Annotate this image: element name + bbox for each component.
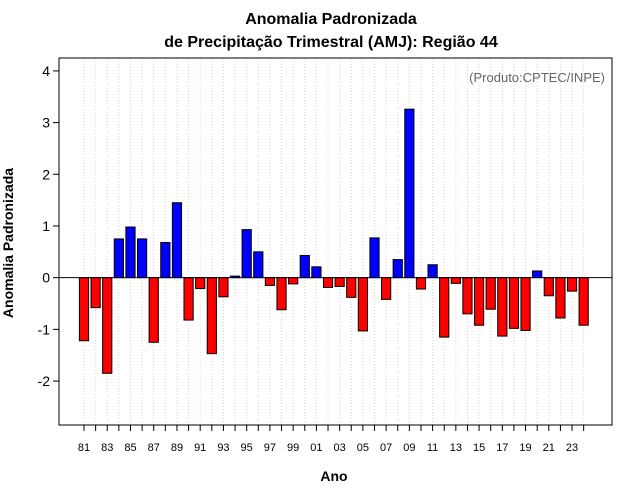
x-tick-label: 89 (171, 442, 183, 454)
x-tick-label: 17 (496, 442, 508, 454)
x-tick-label: 15 (473, 442, 485, 454)
bar-1988 (160, 242, 171, 279)
bar-1984 (113, 238, 124, 279)
bar-1996 (253, 251, 264, 279)
bar-2002 (322, 277, 334, 288)
bar-2021 (543, 277, 554, 297)
x-axis: 81 83 85 87 89 91 93 95 97 99 01 03 05 07 09 11 13 15 17 19… (78, 425, 585, 454)
bar-1991 (195, 277, 206, 290)
bar-2007 (381, 277, 392, 300)
bar-1987 (148, 277, 159, 343)
x-tick-label: 85 (124, 442, 136, 454)
x-tick-label: 91 (194, 442, 206, 454)
x-tick-label: 13 (450, 442, 462, 454)
y-tick-label: 0 (42, 270, 50, 286)
x-tick-label: 21 (543, 442, 555, 454)
bar-2014 (462, 277, 473, 315)
bar-2006 (369, 237, 380, 279)
grid-lines (83, 58, 585, 425)
bar-2019 (520, 277, 531, 331)
bar-2016 (485, 277, 496, 310)
y-tick-label: 2 (42, 166, 50, 182)
bar-2023 (566, 277, 578, 292)
x-tick-label: 87 (148, 442, 160, 454)
x-tick-label: 83 (101, 442, 113, 454)
bar-1981 (78, 277, 90, 342)
bar-1986 (137, 238, 148, 279)
bar-1998 (276, 277, 287, 311)
bars (78, 108, 589, 374)
bar-1982 (90, 277, 101, 309)
bar-1995 (241, 229, 252, 279)
bar-1994 (229, 275, 241, 279)
y-tick-label: -1 (38, 321, 51, 337)
bar-2022 (555, 277, 566, 319)
x-tick-label: 95 (241, 442, 253, 454)
bar-2012 (439, 277, 450, 338)
x-axis-label: Ano (320, 468, 347, 484)
bar-2010 (415, 277, 427, 290)
bar-1997 (264, 277, 276, 286)
bar-1999 (288, 277, 299, 285)
x-tick-label: 09 (403, 442, 415, 454)
bar-1989 (171, 202, 183, 279)
y-axis-label: Anomalia Padronizada (0, 168, 16, 318)
bar-2024 (578, 277, 589, 326)
bar-2003 (334, 277, 345, 287)
bar-2004 (346, 277, 357, 298)
chart-title: Anomalia Padronizada (245, 11, 417, 28)
chart-subtitle: de Precipitação Trimestral (AMJ): Região… (164, 34, 498, 51)
y-tick-label: 3 (42, 115, 50, 131)
bar-1993 (218, 277, 229, 298)
x-tick-label: 01 (310, 442, 322, 454)
product-credit: (Produto:CPTEC/INPE) (469, 70, 605, 85)
y-tick-label: 1 (42, 218, 50, 234)
bar-1983 (102, 277, 113, 374)
bar-2009 (404, 108, 415, 279)
x-tick-label: 05 (357, 442, 369, 454)
x-tick-label: 93 (217, 442, 229, 454)
plot-frame (58, 57, 613, 426)
bar-2013 (450, 277, 461, 284)
bar-1992 (206, 277, 217, 355)
x-tick-label: 11 (427, 442, 438, 454)
x-tick-label: 07 (380, 442, 392, 454)
bar-2017 (497, 277, 508, 337)
y-axis: -2 -1 0 1 2 3 4 (38, 63, 59, 389)
x-tick-label: 81 (78, 442, 90, 454)
bar-2015 (473, 277, 485, 326)
bar-2008 (392, 259, 403, 279)
x-tick-label: 23 (566, 442, 578, 454)
x-tick-label: 03 (334, 442, 346, 454)
y-tick-label: 4 (42, 63, 50, 79)
x-tick-label: 99 (287, 442, 299, 454)
x-tick-label: 97 (264, 442, 276, 454)
y-tick-label: -2 (38, 373, 51, 389)
bar-2005 (357, 277, 368, 332)
bar-2000 (299, 254, 310, 279)
bar-2020 (532, 270, 543, 279)
bar-1990 (183, 277, 194, 321)
bar-2011 (427, 264, 438, 279)
x-tick-label: 19 (519, 442, 531, 454)
bar-1985 (125, 226, 136, 279)
bar-2018 (508, 277, 520, 329)
bar-2001 (311, 266, 322, 279)
